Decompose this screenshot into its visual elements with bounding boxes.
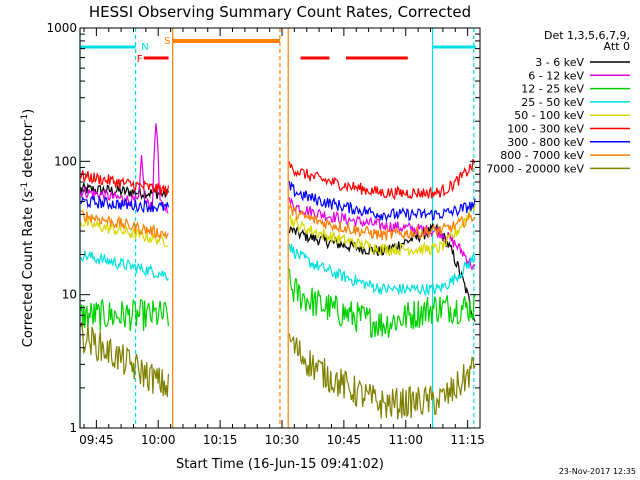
legend-label: 7000 - 20000 keV [486, 162, 584, 175]
flag-letter-n: N [141, 42, 148, 53]
x-tick-label: 11:15 [450, 433, 485, 447]
x-axis: 09:45 10:00 10:15 10:30 10:45 11:00 11:15 [79, 28, 485, 447]
y-tick-label: 1 [69, 421, 77, 435]
y-axis-label: Corrected Count Rate (s-1 detector-1) [20, 109, 36, 347]
plot-frame [79, 27, 481, 429]
flag-letter-s: S [164, 36, 170, 47]
legend-label: 800 - 7000 keV [500, 149, 584, 162]
series-line [288, 202, 476, 241]
legend-label: 300 - 800 keV [507, 136, 584, 149]
x-tick-label: 10:00 [141, 433, 176, 447]
legend-label: 50 - 100 keV [514, 109, 584, 122]
y-label-part-2: detector [21, 122, 36, 182]
legend-label: 100 - 300 keV [507, 123, 584, 136]
x-axis-label: Start Time (16-Jun-15 09:41:02) [176, 457, 384, 472]
y-label-part-1: Corrected Count Rate (s [21, 191, 36, 348]
x-tick-label: 10:30 [265, 433, 300, 447]
series-line [288, 222, 476, 322]
y-tick-label: 10 [62, 288, 77, 302]
legend-label: 12 - 25 keV [521, 83, 584, 96]
series-line [288, 181, 476, 223]
y-label-part-3: ) [21, 109, 36, 114]
y-axis: 1 10 100 1000 [46, 21, 480, 435]
legend-header-1: Det 1,3,5,6,7,9, [544, 29, 630, 42]
x-tick-label: 09:45 [79, 433, 114, 447]
x-tick-label: 10:45 [327, 433, 362, 447]
series-line [80, 217, 169, 248]
series-line [288, 197, 476, 271]
y-label-sup-1: -1 [20, 182, 30, 191]
legend-label: 6 - 12 keV [528, 69, 584, 82]
chart-title: HESSI Observing Summary Count Rates, Cor… [89, 3, 471, 21]
series-line [80, 210, 169, 239]
flag-letter-f: F [137, 54, 143, 65]
legend-header-2: Att 0 [604, 40, 630, 53]
series-line [80, 194, 169, 214]
timestamp: 23-Nov-2017 12:35 [559, 467, 636, 476]
legend-label: 3 - 6 keV [535, 56, 584, 69]
series-line [288, 203, 476, 257]
y-tick-label: 1000 [46, 21, 77, 35]
series-line [288, 268, 476, 339]
x-tick-label: 10:15 [203, 433, 238, 447]
series-line [80, 250, 169, 282]
series-line [80, 322, 169, 398]
series-line [288, 158, 476, 201]
series-line [288, 243, 476, 296]
series-line [80, 170, 169, 196]
plot-area: FN S [79, 28, 476, 428]
series-line [80, 298, 169, 332]
y-tick-label: 100 [54, 154, 77, 168]
y-label-sup-2: -1 [20, 114, 30, 123]
series-line [288, 333, 476, 420]
legend-label: 25 - 50 keV [521, 96, 584, 109]
x-tick-label: 11:00 [388, 433, 423, 447]
